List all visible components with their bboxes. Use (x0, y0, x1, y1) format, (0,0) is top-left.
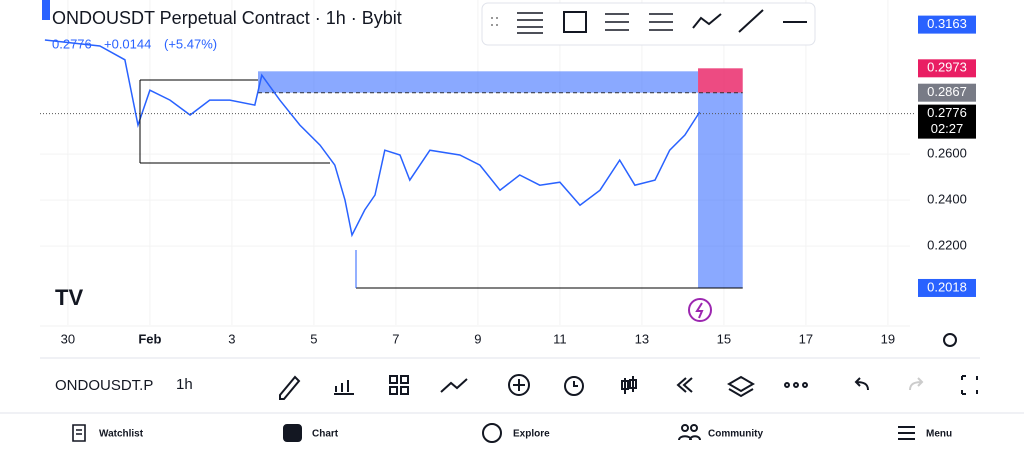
stop-zone (698, 68, 743, 93)
last-price: 0.2776 (52, 36, 92, 51)
interval[interactable]: 1h (176, 376, 193, 393)
x-tick-label: 13 (635, 331, 649, 346)
x-tick-label: 9 (474, 331, 481, 346)
price-marker-label: 0.2867 (927, 84, 967, 99)
price-marker (918, 59, 976, 78)
price-marker-label: 0.2018 (927, 279, 967, 294)
nav-icons (72, 423, 915, 443)
current-price: 0.2776 (927, 105, 967, 120)
price-marker (918, 278, 976, 297)
entry-band (258, 71, 699, 93)
price-marker (918, 83, 976, 102)
x-tick-label: 30 (61, 331, 75, 346)
nav-item[interactable]: Chart (312, 429, 339, 440)
y-tick-label: 0.2600 (927, 146, 967, 161)
price-line (44, 39, 701, 238)
event-icon[interactable] (688, 298, 712, 322)
current-price-box (918, 104, 976, 139)
y-tick-label: 0.2400 (927, 192, 967, 207)
chart-tools[interactable] (279, 374, 978, 400)
drawing-tools[interactable] (491, 9, 807, 34)
price-marker-label: 0.2973 (927, 60, 967, 75)
nav-item[interactable]: Explore (513, 429, 550, 440)
x-tick-label: 19 (881, 331, 895, 346)
drawing-toolbar (481, 2, 816, 46)
change: +0.0144 (104, 36, 151, 51)
change-pct: (+5.47%) (164, 36, 217, 51)
event-icon (695, 302, 704, 319)
x-tick-label: 15 (717, 331, 731, 346)
nav-item[interactable]: Watchlist (99, 429, 144, 440)
symbol[interactable]: ONDOUSDT.P (55, 377, 153, 394)
settings-icon[interactable] (943, 333, 957, 347)
price-marker (918, 15, 976, 34)
countdown: 02:27 (931, 121, 964, 136)
plot (40, 0, 915, 325)
x-tick-label: 3 (228, 331, 235, 346)
flag (42, 0, 50, 20)
nav-item[interactable]: Community (708, 429, 763, 440)
logo: TV (55, 285, 83, 310)
x-tick-label: 11 (553, 331, 567, 346)
x-tick-label: 7 (392, 331, 399, 346)
nav-item[interactable]: Menu (926, 429, 952, 440)
x-tick-label: 17 (799, 331, 813, 346)
x-tick-label: Feb (138, 331, 161, 346)
target-zone (698, 92, 743, 288)
title: ONDOUSDT Perpetual Contract · 1h · Bybit (52, 8, 402, 28)
y-tick-label: 0.2200 (927, 238, 967, 253)
price-marker-label: 0.3163 (927, 16, 967, 31)
x-tick-label: 5 (310, 331, 317, 346)
